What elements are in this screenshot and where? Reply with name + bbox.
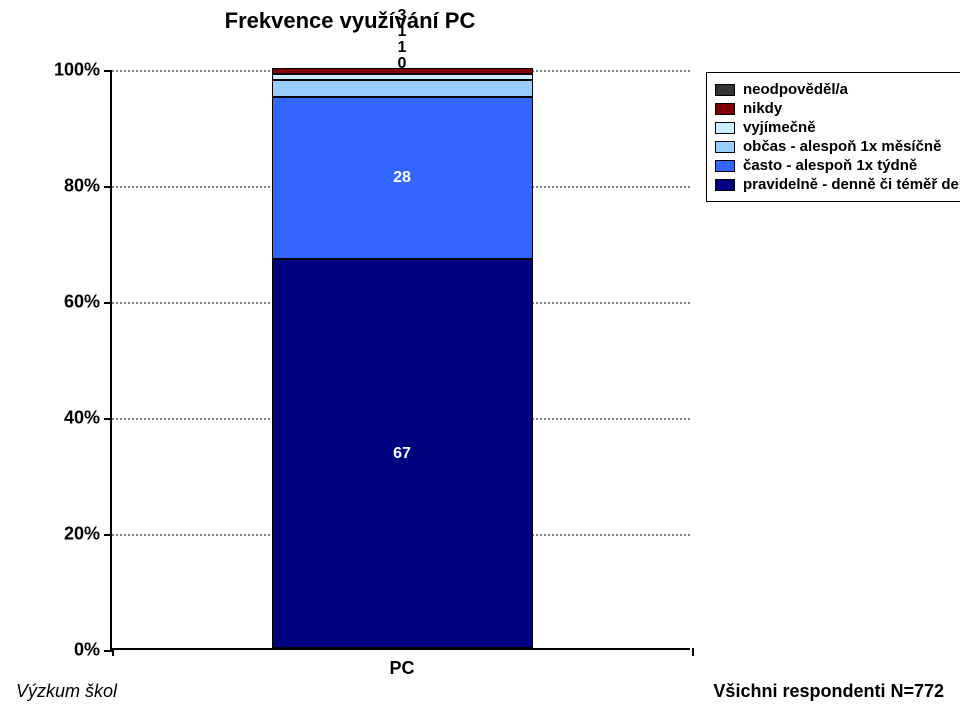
footer-source: Výzkum škol bbox=[16, 681, 117, 702]
y-axis-label: 80% bbox=[64, 176, 100, 197]
legend-item: pravidelně - denně či téměř denně bbox=[715, 176, 960, 193]
legend-item: vyjímečně bbox=[715, 119, 960, 136]
legend-label: často - alespoň 1x týdně bbox=[743, 157, 917, 174]
footer-sample: Všichni respondenti N=772 bbox=[713, 681, 944, 702]
y-axis-label: 60% bbox=[64, 292, 100, 313]
y-axis-label: 100% bbox=[54, 60, 100, 81]
legend-swatch bbox=[715, 103, 735, 115]
legend-swatch bbox=[715, 179, 735, 191]
bar-segment bbox=[272, 68, 533, 74]
legend: neodpověděl/a nikdy vyjímečně občas - alesp… bbox=[706, 72, 960, 202]
legend-swatch bbox=[715, 160, 735, 172]
legend-label: pravidelně - denně či téměř denně bbox=[743, 176, 960, 193]
bar-segment bbox=[272, 80, 533, 97]
y-axis-label: 0% bbox=[74, 640, 100, 661]
legend-label: občas - alespoň 1x měsíčně bbox=[743, 138, 941, 155]
y-tick bbox=[104, 302, 112, 304]
y-tick bbox=[104, 186, 112, 188]
legend-label: nikdy bbox=[743, 100, 782, 117]
legend-item: neodpověděl/a bbox=[715, 81, 960, 98]
legend-item: často - alespoň 1x týdně bbox=[715, 157, 960, 174]
y-tick bbox=[104, 70, 112, 72]
x-axis-label: PC bbox=[389, 658, 414, 679]
y-axis-label: 40% bbox=[64, 408, 100, 429]
plot-area: 0%20%40%60%80%100%PC67280113 bbox=[110, 70, 690, 650]
y-tick bbox=[104, 650, 112, 652]
x-tick bbox=[112, 648, 114, 656]
y-tick bbox=[104, 534, 112, 536]
legend-item: občas - alespoň 1x měsíčně bbox=[715, 138, 960, 155]
legend-item: nikdy bbox=[715, 100, 960, 117]
bar-segment bbox=[272, 74, 533, 80]
y-axis-label: 20% bbox=[64, 524, 100, 545]
chart-title: Frekvence využívání PC bbox=[0, 8, 700, 34]
bar-segment bbox=[272, 259, 533, 648]
bar: 67280113 bbox=[272, 68, 533, 648]
x-tick bbox=[692, 648, 694, 656]
legend-label: vyjímečně bbox=[743, 119, 816, 136]
value-label: 1 bbox=[398, 39, 407, 57]
legend-swatch bbox=[715, 84, 735, 96]
y-tick bbox=[104, 418, 112, 420]
bar-segment bbox=[272, 97, 533, 259]
legend-label: neodpověděl/a bbox=[743, 81, 848, 98]
legend-swatch bbox=[715, 122, 735, 134]
legend-swatch bbox=[715, 141, 735, 153]
